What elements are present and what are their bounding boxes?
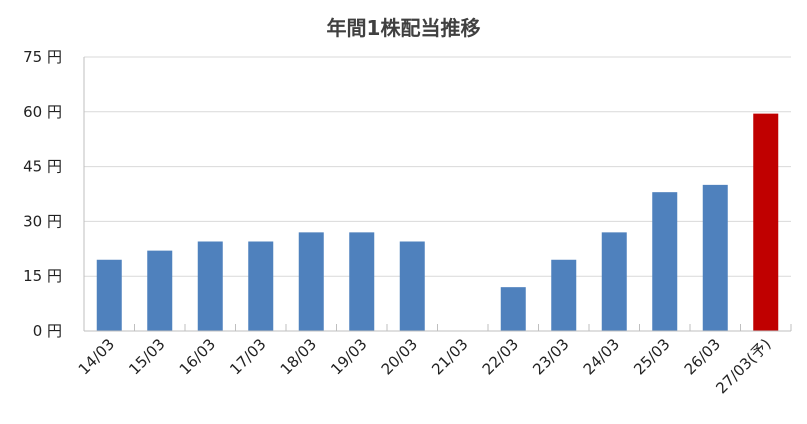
y-tick-label: 15 円 [23,267,62,285]
bar [702,184,728,331]
bar [601,232,627,331]
x-tick-label: 21/03 [428,335,471,378]
x-tick-label: 23/03 [529,335,572,378]
bar [197,241,223,331]
bar [298,232,324,331]
bar [96,259,122,331]
x-tick-label: 19/03 [327,335,370,378]
x-tick-label: 16/03 [176,335,219,378]
y-tick-label: 30 円 [23,212,62,230]
y-tick-label: 60 円 [23,103,62,121]
y-tick-label: 0 円 [33,322,62,340]
x-tick-label: 17/03 [226,335,269,378]
x-tick-label: 26/03 [681,335,724,378]
bar [551,259,577,331]
bar [147,250,173,331]
bar [349,232,375,331]
x-tick-label: 20/03 [378,335,421,378]
bar [399,241,425,331]
x-tick-label: 14/03 [75,335,118,378]
bar [652,192,678,331]
bar [248,241,274,331]
x-tick-label: 27/03(予) [712,335,774,397]
bar [500,287,526,331]
bar [753,113,779,331]
chart-title: 年間1株配当推移 [326,16,481,40]
x-tick-label: 22/03 [479,335,522,378]
x-tick-label: 18/03 [277,335,320,378]
x-tick-label: 24/03 [580,335,623,378]
x-tick-label: 15/03 [125,335,168,378]
x-tick-label: 25/03 [630,335,673,378]
y-tick-label: 45 円 [23,158,62,176]
y-tick-label: 75 円 [23,48,62,66]
